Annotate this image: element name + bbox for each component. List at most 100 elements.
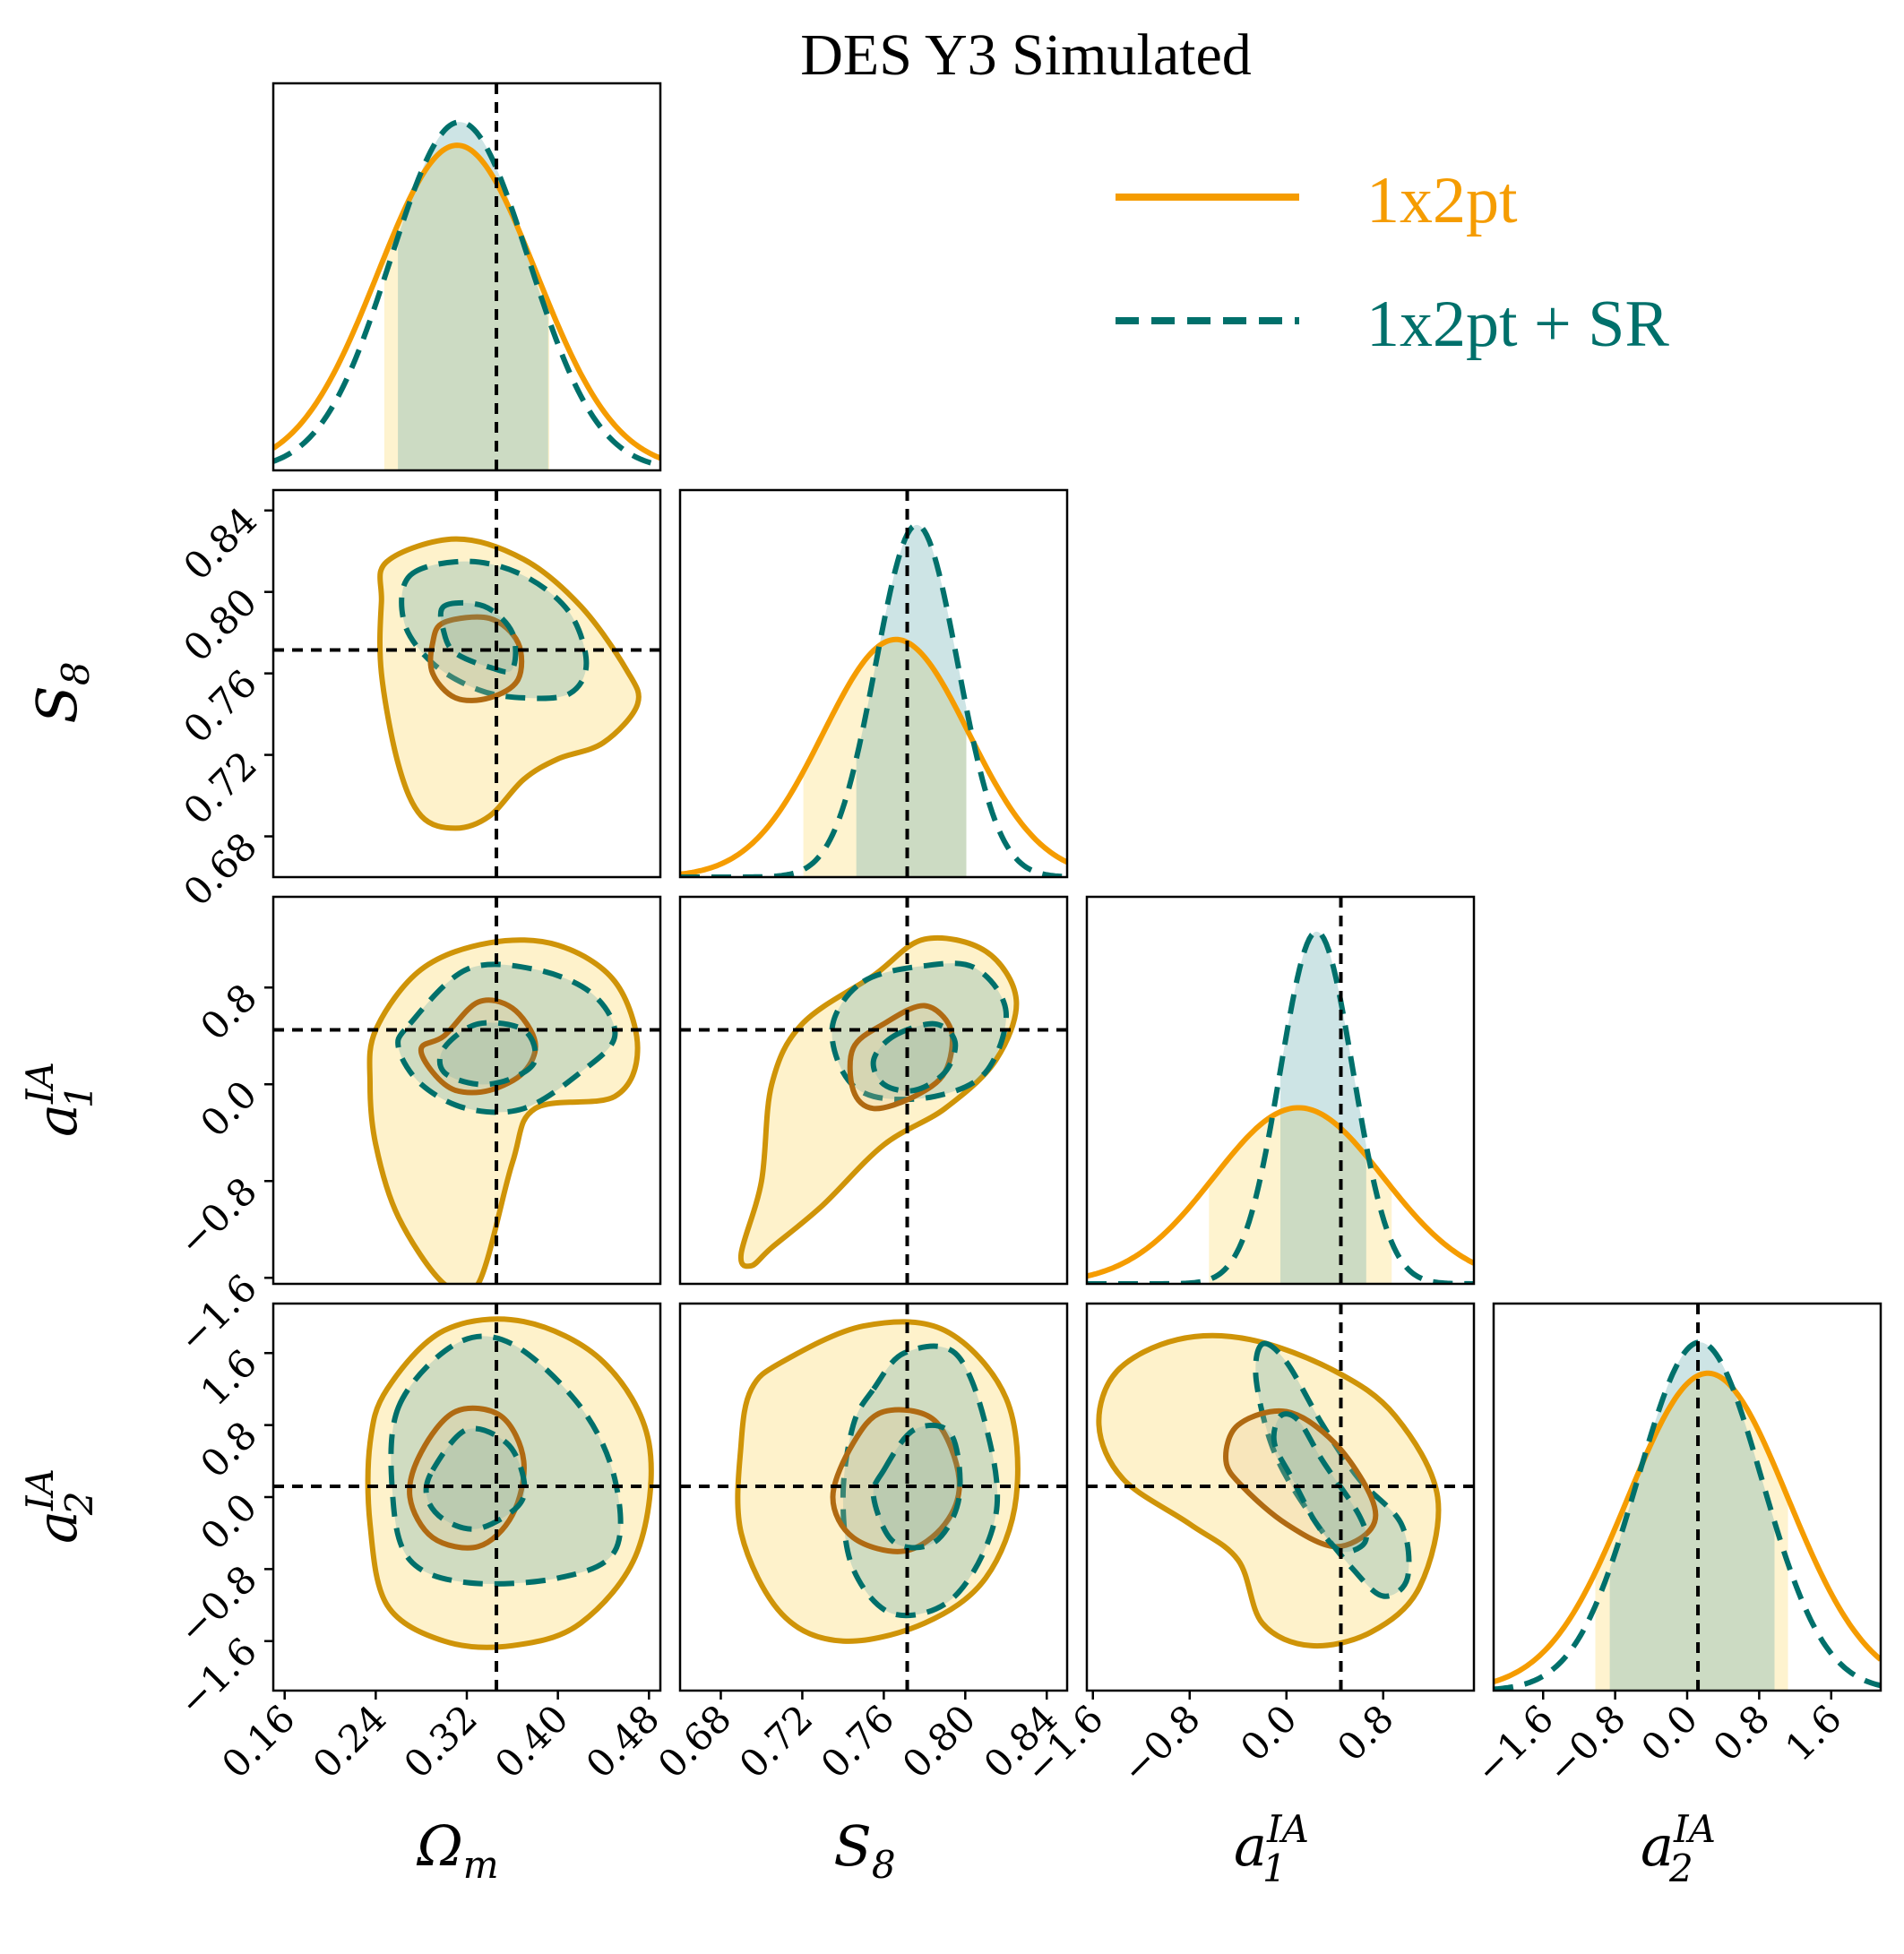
contour-sr-68 bbox=[423, 1425, 528, 1532]
label-subscript: 8 bbox=[872, 1843, 896, 1887]
contour-panel-Omega_m-a1_IA bbox=[273, 897, 660, 1284]
x-tick-label: −0.8 bbox=[1113, 1696, 1209, 1792]
y-tick-label: 0.80 bbox=[175, 580, 265, 670]
panel-frame-S8 bbox=[678, 488, 1069, 879]
contour-1x2pt-68 bbox=[1223, 1407, 1379, 1550]
label-subscript: 8 bbox=[54, 661, 98, 685]
x-tick-label: 0.24 bbox=[305, 1696, 395, 1786]
x-axis-label-S8: S8 bbox=[833, 1813, 895, 1887]
contour-1x2pt-95 bbox=[365, 1316, 654, 1650]
panel-frame-Omega_m-S8 bbox=[271, 488, 662, 879]
x-tick-label: 0.16 bbox=[213, 1696, 304, 1786]
marginal-band-1x2pt bbox=[1209, 1107, 1392, 1284]
x-tick-label: 0.0 bbox=[1633, 1696, 1706, 1769]
contour-sr-68 bbox=[870, 1020, 959, 1094]
contour-sr-68 bbox=[1271, 1411, 1369, 1555]
x-tick-label: 0.72 bbox=[731, 1696, 822, 1786]
y-tick-label: −0.8 bbox=[169, 1169, 265, 1265]
label-base: a bbox=[24, 1104, 90, 1137]
marginal-panel-S8 bbox=[680, 490, 1067, 877]
y-tick-label: 0.76 bbox=[175, 661, 265, 752]
x-axis-label-a1_IA: aIA 1 bbox=[1234, 1807, 1309, 1890]
panel-frame-S8-a2_IA bbox=[678, 1302, 1069, 1692]
panel-frame-Omega_m bbox=[271, 82, 662, 472]
contour-sr-68 bbox=[870, 1422, 963, 1551]
label-base: a bbox=[1641, 1813, 1674, 1879]
contour-sr-68 bbox=[436, 1020, 538, 1088]
y-tick-label: 0.72 bbox=[175, 743, 265, 833]
y-axis-label-S8: S8 bbox=[24, 661, 98, 723]
x-tick-label: 0.48 bbox=[578, 1696, 668, 1786]
y-tick-label: 0.8 bbox=[192, 976, 265, 1049]
label-base: S bbox=[833, 1813, 871, 1879]
contour-panel-a1_IA-a2_IA bbox=[1087, 1304, 1474, 1691]
y-tick-label: 0.8 bbox=[192, 1413, 265, 1486]
contour-1x2pt-68 bbox=[830, 1407, 962, 1554]
label-superscript: IA bbox=[1266, 1807, 1309, 1851]
legend-label-1x2pt: 1x2pt bbox=[1366, 164, 1518, 237]
x-tick-label: −0.8 bbox=[1538, 1696, 1634, 1792]
contour-panel-S8-a1_IA bbox=[680, 897, 1067, 1284]
y-tick-label: 0.0 bbox=[192, 1485, 265, 1558]
x-tick-label: 1.6 bbox=[1777, 1696, 1850, 1769]
legend-label-sr: 1x2pt + SR bbox=[1366, 288, 1669, 361]
contour-1x2pt-95 bbox=[366, 937, 641, 1284]
marginal-band-1x2pt bbox=[803, 639, 967, 877]
x-tick-label: 0.76 bbox=[813, 1696, 903, 1786]
marginal-curve-1x2pt bbox=[1494, 1370, 1881, 1684]
marginal-curve-1x2pt bbox=[680, 636, 1067, 877]
marginal-curve-1x2pt bbox=[273, 142, 660, 461]
panel-frame-Omega_m-a1_IA bbox=[271, 895, 662, 1286]
x-tick-label: 0.40 bbox=[487, 1696, 577, 1786]
x-tick-label: 0.0 bbox=[1232, 1696, 1305, 1769]
x-axis-label-Omega_m: Ωm bbox=[416, 1813, 498, 1887]
label-superscript: IA bbox=[18, 1468, 62, 1511]
y-axis-label-a1_IA: aIA1 bbox=[18, 1062, 101, 1137]
contour-panel-Omega_m-S8 bbox=[273, 490, 660, 877]
panel-frame-S8-a1_IA bbox=[678, 895, 1069, 1286]
marginal-curve-sr bbox=[1087, 928, 1474, 1284]
x-axis-label-a2_IA: aIA 2 bbox=[1641, 1807, 1716, 1890]
label-superscript: IA bbox=[18, 1062, 62, 1105]
label-base: Ω bbox=[416, 1813, 462, 1879]
panel-frame-a1_IA-a2_IA bbox=[1085, 1302, 1476, 1692]
legend: 1x2pt 1x2pt + SR bbox=[1116, 164, 1669, 361]
marginal-curve-sr bbox=[273, 119, 660, 469]
x-tick-label: 0.80 bbox=[894, 1696, 985, 1786]
label-subscript: 2 bbox=[57, 1491, 101, 1516]
marginal-band-sr bbox=[1609, 1342, 1775, 1691]
y-axis-label-a2_IA: aIA2 bbox=[18, 1468, 101, 1544]
label-subscript: m bbox=[463, 1843, 499, 1887]
contour-sr-95 bbox=[388, 1333, 624, 1587]
label-base: S bbox=[24, 685, 90, 723]
contour-1x2pt-95 bbox=[377, 536, 642, 831]
marginal-band-sr bbox=[856, 524, 967, 877]
x-tick-label: 0.68 bbox=[650, 1696, 740, 1786]
label-subscript: 1 bbox=[1262, 1846, 1287, 1890]
label-subscript: 1 bbox=[57, 1084, 101, 1108]
x-tick-label: −1.6 bbox=[1467, 1696, 1563, 1792]
contour-panel-S8-a2_IA bbox=[680, 1304, 1067, 1691]
panel-frame-a1_IA bbox=[1085, 895, 1476, 1286]
marginal-panel-Omega_m bbox=[273, 83, 660, 470]
y-tick-label: 0.0 bbox=[192, 1072, 265, 1146]
contour-sr-68 bbox=[437, 599, 519, 675]
label-base: a bbox=[1234, 1813, 1267, 1879]
label-subscript: 2 bbox=[1668, 1846, 1693, 1890]
label-superscript: IA bbox=[1673, 1807, 1716, 1851]
x-tick-label: 0.8 bbox=[1705, 1696, 1779, 1769]
marginal-curve-sr bbox=[1494, 1339, 1881, 1691]
x-tick-label: 0.8 bbox=[1329, 1696, 1402, 1769]
contour-sr-95 bbox=[399, 558, 590, 702]
marginal-panel-a2_IA bbox=[1494, 1304, 1881, 1691]
y-tick-label: 0.68 bbox=[175, 824, 265, 915]
y-tick-label: −1.6 bbox=[169, 1629, 265, 1725]
y-tick-label: −0.8 bbox=[169, 1557, 265, 1653]
label-base: a bbox=[24, 1511, 90, 1544]
contour-sr-95 bbox=[395, 961, 618, 1115]
contour-panel-Omega_m-a2_IA bbox=[273, 1304, 660, 1691]
marginal-band-1x2pt bbox=[383, 145, 550, 470]
x-tick-label: 0.32 bbox=[395, 1696, 486, 1786]
marginal-panel-a1_IA bbox=[1087, 897, 1474, 1284]
